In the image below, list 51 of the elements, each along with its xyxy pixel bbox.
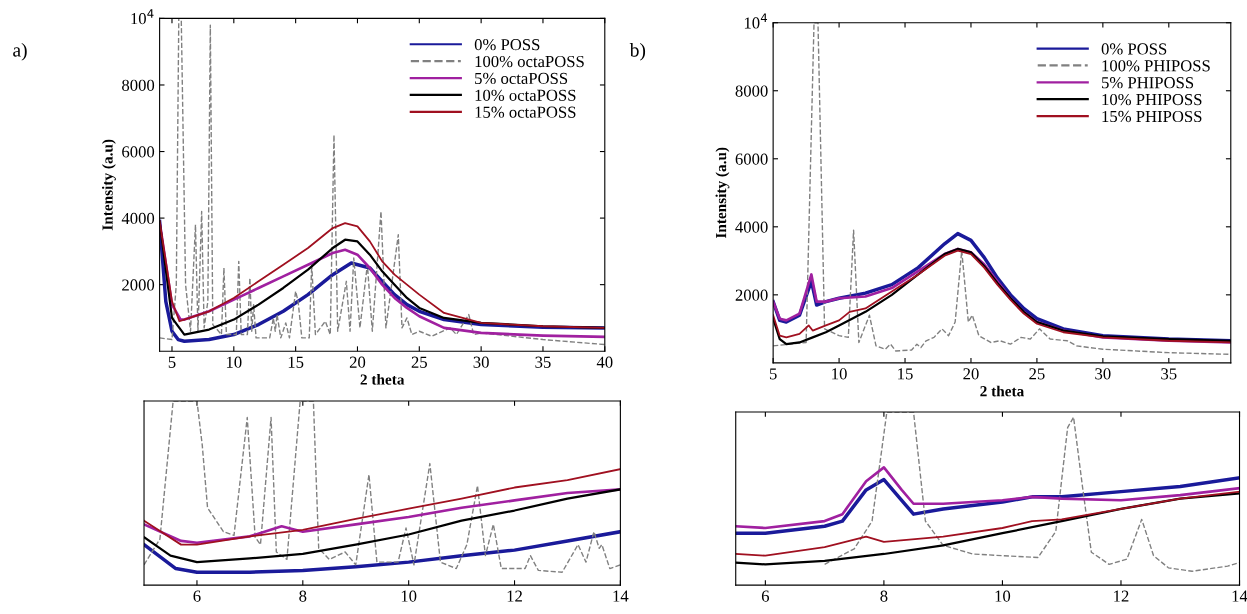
x-tick-label: 30 xyxy=(473,356,489,368)
x-tick-label: 20 xyxy=(963,368,979,380)
text: a) xyxy=(13,42,27,61)
x-tick-label: 14 xyxy=(1232,590,1247,602)
x-tick-label: 15 xyxy=(898,368,913,380)
y-tick-label: 8000 xyxy=(122,79,155,91)
y-axis-title: Intensity (a.u) xyxy=(101,139,116,231)
y-tick-label: 10$^{4}$ xyxy=(744,13,768,29)
x-tick-label: 8 xyxy=(880,590,888,602)
legend-label: 15% octaPOSS xyxy=(475,106,576,118)
y-tick-label: 6000 xyxy=(122,146,155,158)
y-axis-title: Intensity (a.u) xyxy=(715,147,730,239)
x-tick-label: 10 xyxy=(401,590,417,602)
x-axis-title: 2 theta xyxy=(360,373,405,385)
x-tick-label: 5 xyxy=(769,368,777,380)
x-tick-label: 10 xyxy=(832,368,847,380)
x-tick-label: 25 xyxy=(411,356,427,368)
x-tick-label: 10 xyxy=(226,356,242,368)
y-tick-label: 2000 xyxy=(122,279,155,291)
x-axis-title: 2 theta xyxy=(980,385,1025,397)
x-tick-label: 10 xyxy=(995,590,1011,602)
x-tick-label: 14 xyxy=(613,590,629,602)
x-tick-label: 6 xyxy=(193,590,201,602)
y-tick-label: 2000 xyxy=(735,289,768,301)
x-tick-label: 8 xyxy=(299,590,307,602)
x-tick-label: 20 xyxy=(349,356,366,368)
x-tick-label: 6 xyxy=(761,590,770,602)
x-tick-label: 35 xyxy=(1161,368,1177,380)
legend-label: 100% octaPOSS xyxy=(475,55,584,68)
x-tick-label: 30 xyxy=(1095,368,1111,380)
legend-label: 10% PHIPOSS xyxy=(1102,93,1202,106)
legend-label: 0% POSS xyxy=(1101,43,1167,55)
legend-label: 10% octaPOSS xyxy=(475,89,576,101)
legend-label: 5% PHIPOSS xyxy=(1102,77,1194,89)
x-tick-label: 5 xyxy=(168,356,176,368)
x-tick-label: 12 xyxy=(1114,590,1129,602)
y-tick-label: 4000 xyxy=(121,212,155,225)
legend-label: 5% octaPOSS xyxy=(475,72,568,85)
y-tick-label: 6000 xyxy=(735,153,768,165)
y-tick-label: 8000 xyxy=(735,85,768,97)
x-tick-label: 12 xyxy=(507,590,522,602)
x-tick-label: 35 xyxy=(535,356,551,368)
y-tick-label: 4000 xyxy=(735,221,768,233)
text: b) xyxy=(629,42,646,61)
x-tick-label: 25 xyxy=(1029,368,1045,380)
legend-label: 0% POSS xyxy=(474,39,540,51)
y-tick-label: 10$^{4}$ xyxy=(131,9,154,25)
legend-label: 15% PHIPOSS xyxy=(1102,110,1202,123)
x-tick-label: 15 xyxy=(288,356,304,368)
x-tick-label: 40 xyxy=(596,356,613,368)
legend-label: 100% PHIPOSS xyxy=(1102,60,1210,72)
